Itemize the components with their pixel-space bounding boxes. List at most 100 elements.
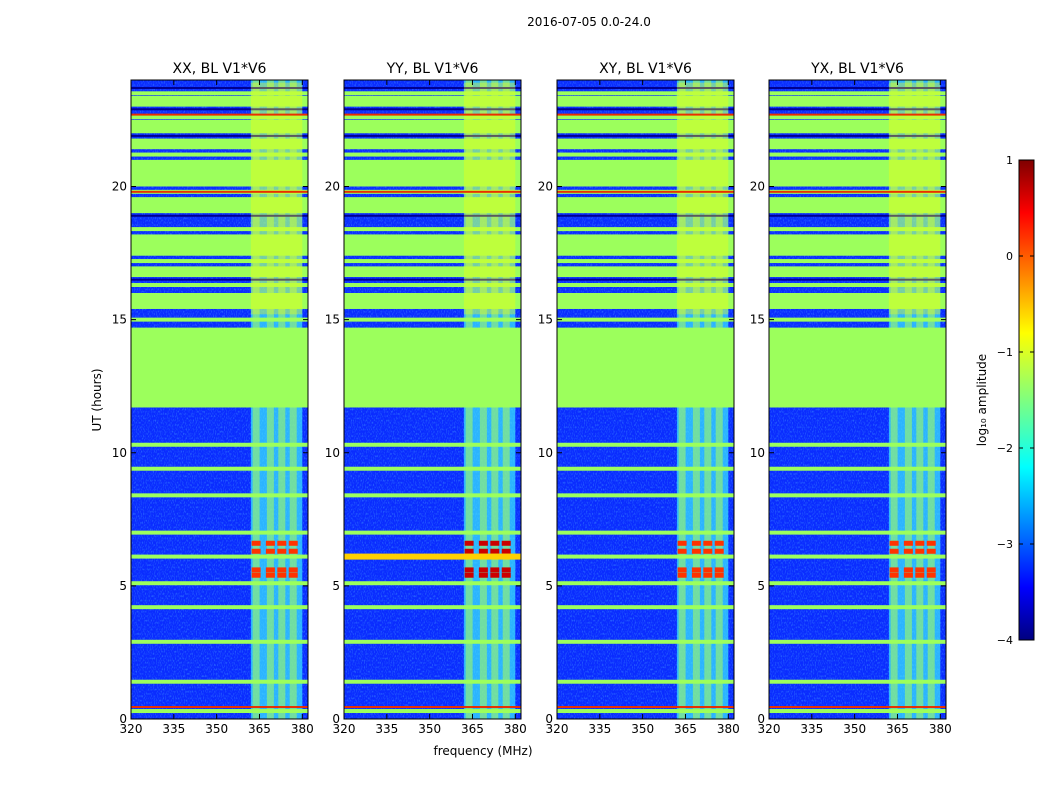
flagged-row-7 [344, 493, 521, 498]
red-row-1 [131, 190, 308, 193]
hot-cell-2-2 [703, 548, 713, 554]
flagged-row-6 [557, 530, 734, 535]
y-tick-label: 20 [538, 180, 553, 194]
flagged-span-2 [344, 234, 521, 256]
y-tick-label: 20 [750, 180, 765, 194]
flagged-row-15 [131, 152, 308, 157]
dark-row-6 [769, 86, 946, 89]
x-tick-label: 365 [674, 722, 697, 736]
flagged-row-10 [131, 317, 308, 322]
hot-cell-2-0 [889, 548, 899, 554]
hot-cell-0-3 [926, 572, 936, 578]
flagged-span-6 [344, 119, 521, 134]
hot-cell-2-2 [915, 548, 925, 554]
red-row-1 [344, 190, 521, 193]
flagged-row-12 [344, 259, 521, 264]
x-tick-label: 335 [162, 722, 185, 736]
colorbar-label: log₁₀ amplitude [975, 354, 989, 446]
dark-row-2 [131, 214, 308, 217]
flagged-row-2 [557, 639, 734, 644]
colorbar-tick-label: −1 [997, 346, 1013, 359]
dark-row-5 [131, 108, 308, 111]
x-tick-label: 380 [504, 722, 527, 736]
flagged-row-7 [131, 493, 308, 498]
hot-cell-0-2 [490, 572, 500, 578]
flagged-span-2 [131, 234, 308, 256]
hot-cell-1-2 [490, 567, 500, 573]
flagged-row-12 [769, 259, 946, 264]
hot-cell-2-0 [464, 548, 474, 554]
hot-cell-0-2 [915, 572, 925, 578]
dark-row-6 [344, 86, 521, 89]
colorbar-tick-label: 1 [1006, 154, 1013, 167]
x-tick-label: 380 [717, 722, 740, 736]
flagged-span-1 [131, 266, 308, 278]
flagged-row-2 [344, 639, 521, 644]
flagged-block [344, 327, 521, 408]
flagged-row-3 [344, 605, 521, 610]
flagged-row-17 [344, 91, 521, 96]
flagged-row-5 [557, 554, 734, 559]
hot-cell-3-0 [889, 540, 899, 546]
hot-cell-2-3 [288, 548, 298, 554]
dark-row-4 [131, 134, 308, 137]
flagged-span-0 [557, 293, 734, 309]
flagged-row-17 [769, 91, 946, 96]
hot-cell-2-2 [277, 548, 287, 554]
hot-cell-1-0 [464, 567, 474, 573]
flagged-row-12 [131, 259, 308, 264]
hot-cell-0-0 [889, 572, 899, 578]
red-row-2 [344, 113, 521, 116]
colorbar-tick-label: 0 [1006, 250, 1013, 263]
flagged-row-15 [344, 152, 521, 157]
dark-row-5 [557, 108, 734, 111]
flagged-row-0 [131, 709, 308, 714]
flagged-row-5 [131, 554, 308, 559]
y-tick-label: 5 [119, 579, 127, 593]
flagged-row-7 [557, 493, 734, 498]
flagged-span-4 [557, 159, 734, 187]
hot-cell-1-1 [265, 567, 275, 573]
upper-band-tint [463, 82, 516, 315]
flagged-block [769, 327, 946, 408]
flagged-row-11 [557, 283, 734, 288]
flagged-row-9 [557, 442, 734, 447]
flagged-row-8 [344, 466, 521, 471]
flagged-span-4 [131, 159, 308, 187]
flagged-row-11 [344, 283, 521, 288]
panel-title: XY, BL V1*V6 [599, 61, 692, 77]
flagged-row-17 [131, 91, 308, 96]
flagged-row-15 [769, 152, 946, 157]
x-tick-label: 335 [588, 722, 611, 736]
red-row-2 [769, 113, 946, 116]
hot-cell-3-3 [714, 540, 724, 546]
y-tick-label: 10 [325, 446, 340, 460]
hot-cell-3-1 [903, 540, 913, 546]
flagged-span-2 [769, 234, 946, 256]
y-axis-label: UT (hours) [90, 368, 104, 431]
flagged-row-6 [344, 530, 521, 535]
hot-cell-1-1 [691, 567, 701, 573]
flagged-span-7 [344, 95, 521, 107]
flagged-span-0 [344, 293, 521, 309]
x-tick-label: 380 [929, 722, 952, 736]
yellow-row [344, 553, 521, 560]
flagged-row-15 [557, 152, 734, 157]
hot-cell-2-1 [691, 548, 701, 554]
x-tick-label: 365 [248, 722, 271, 736]
flagged-row-11 [769, 283, 946, 288]
red-row-0 [131, 706, 308, 709]
flagged-block [131, 327, 308, 408]
flagged-row-11 [131, 283, 308, 288]
hot-cell-1-0 [889, 567, 899, 573]
hot-cell-1-3 [714, 567, 724, 573]
flagged-span-6 [769, 119, 946, 134]
y-tick-label: 10 [750, 446, 765, 460]
upper-band-tint [250, 82, 303, 315]
dark-row-6 [557, 86, 734, 89]
y-tick-label: 15 [325, 313, 340, 327]
hot-cell-2-3 [926, 548, 936, 554]
panel-frame [556, 79, 735, 720]
colorbar: 1 0 −1 −2 −3 −4 log₁₀ amplitude [975, 154, 1035, 647]
hot-cell-1-3 [926, 567, 936, 573]
